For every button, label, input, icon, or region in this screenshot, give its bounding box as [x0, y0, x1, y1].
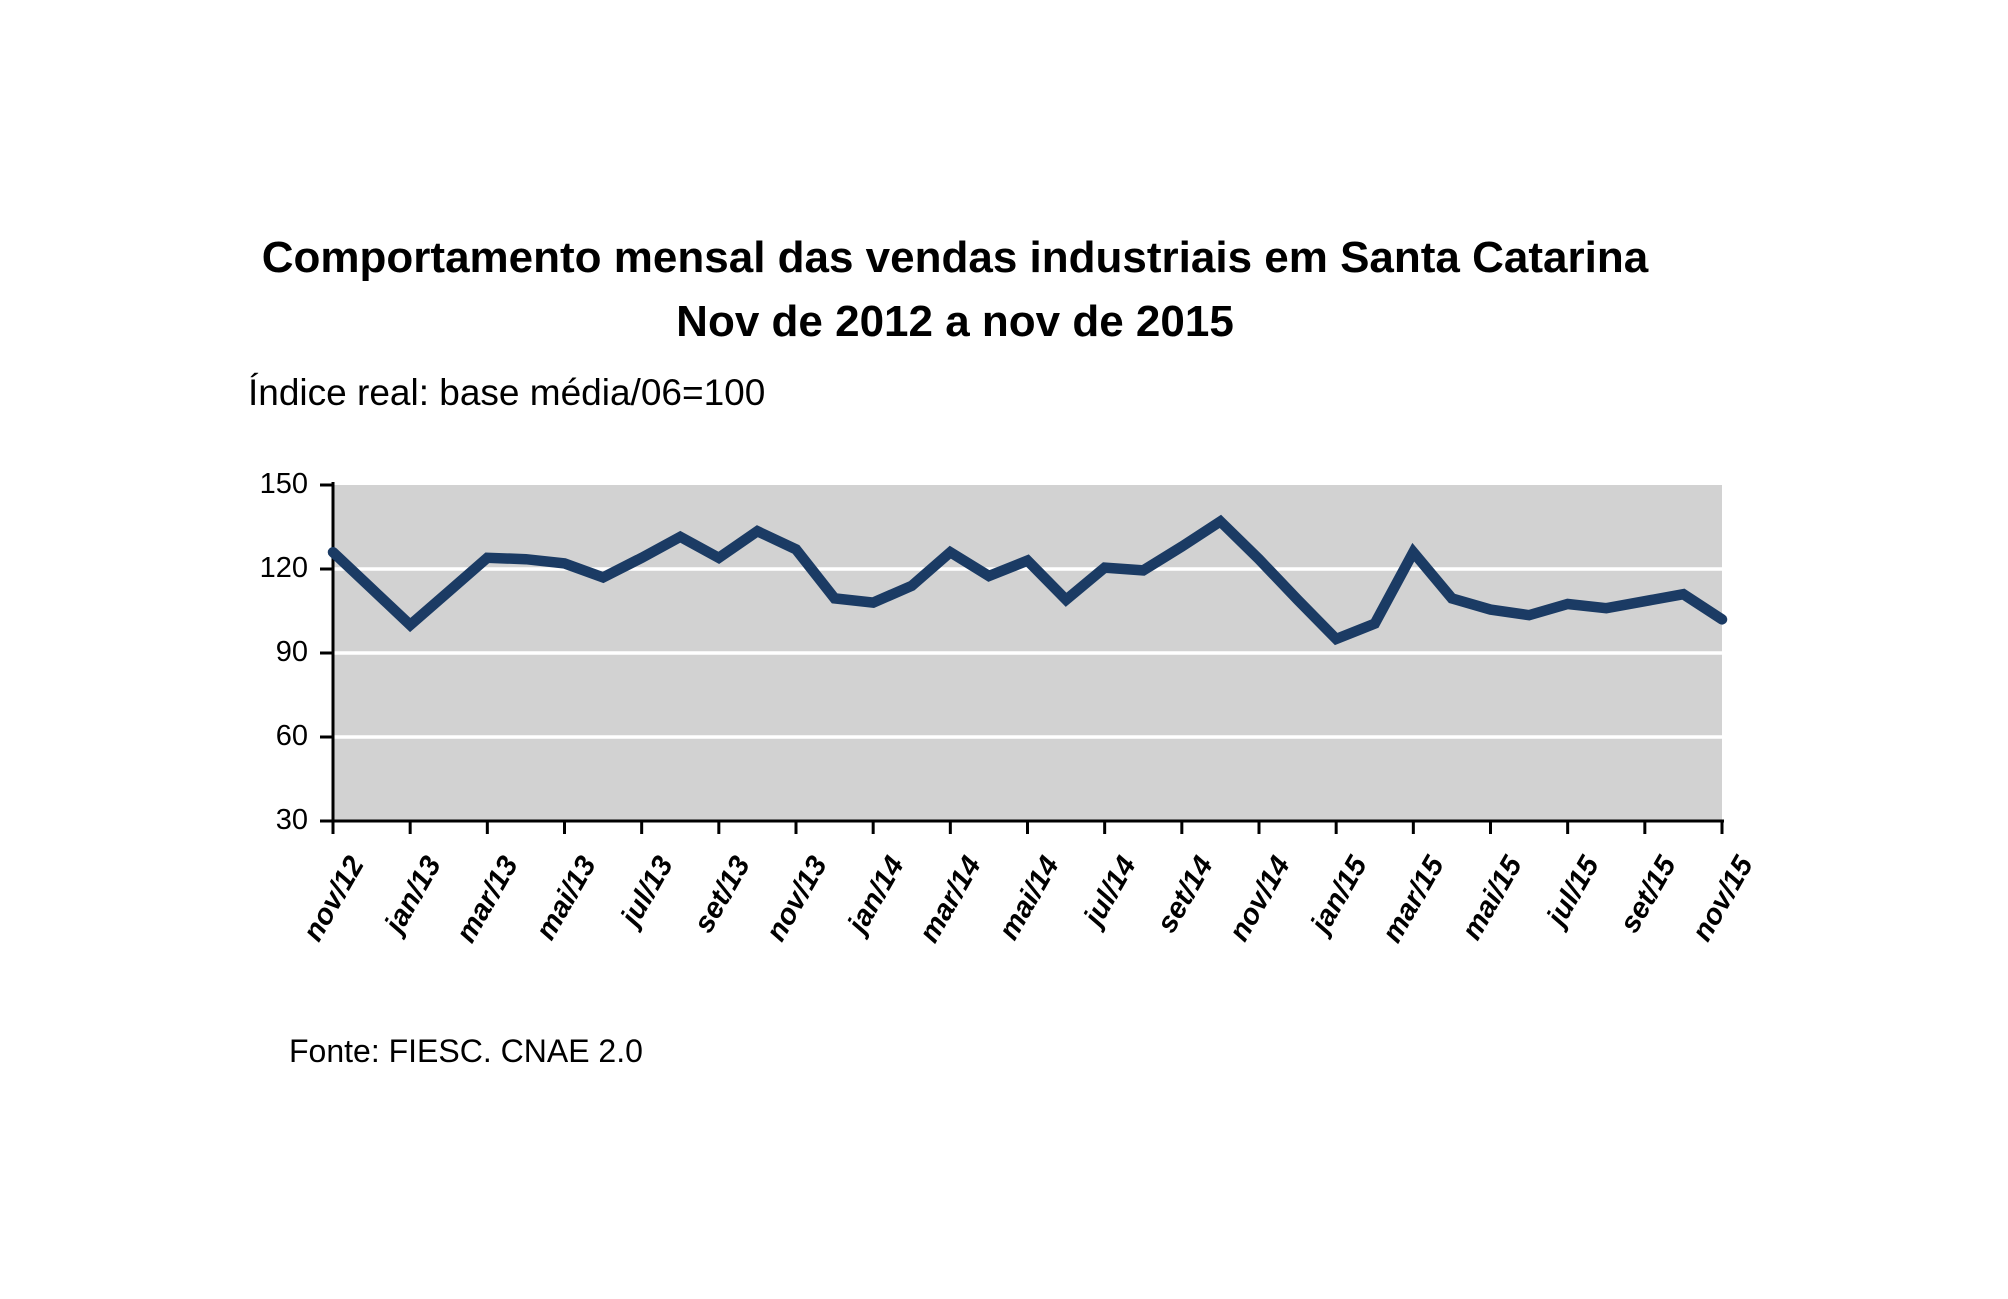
y-tick-label-150: 150 [259, 468, 308, 500]
chart-title-line1: Comportamento mensal das vendas industri… [261, 233, 1649, 282]
y-tick-label-60: 60 [275, 720, 308, 752]
source-note: Fonte: FIESC. CNAE 2.0 [289, 1033, 643, 1069]
chart-title-line2: Nov de 2012 a nov de 2015 [676, 297, 1234, 346]
y-tick-label-120: 120 [259, 552, 308, 584]
y-tick-label-30: 30 [275, 804, 308, 836]
chart-title: Comportamento mensal das vendas industri… [180, 226, 1730, 354]
chart-subtitle: Índice real: base média/06=100 [248, 372, 766, 413]
y-tick-label-90: 90 [275, 636, 308, 668]
series-line [327, 514, 1728, 646]
